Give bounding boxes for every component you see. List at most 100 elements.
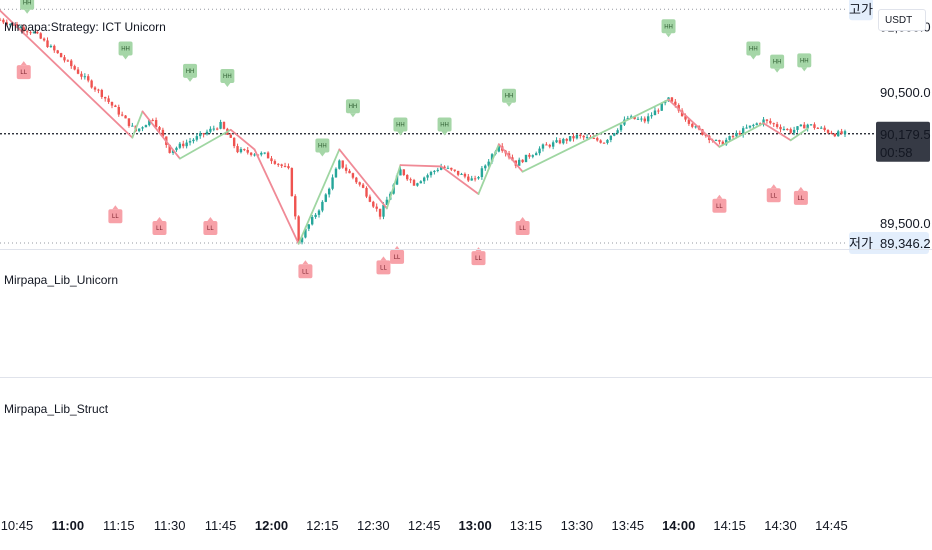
candle-body bbox=[209, 128, 212, 132]
pane-divider[interactable] bbox=[0, 377, 932, 378]
candle-body bbox=[714, 139, 718, 141]
zigzag-segment bbox=[497, 143, 524, 173]
candle-body bbox=[609, 135, 613, 140]
zigzag-segment bbox=[0, 9, 134, 139]
ll-marker-pointer bbox=[797, 186, 804, 191]
hh-marker-pointer bbox=[349, 113, 356, 118]
hh-marker: HH bbox=[183, 63, 198, 82]
candle-body bbox=[677, 105, 680, 111]
candle-body bbox=[97, 89, 100, 91]
candle-body bbox=[653, 110, 657, 116]
candle-body bbox=[484, 165, 487, 169]
ll-label: LL bbox=[519, 226, 526, 232]
candle-body bbox=[453, 169, 456, 171]
candle-body bbox=[219, 121, 222, 129]
hh-marker: HH bbox=[437, 117, 452, 136]
candle-body bbox=[782, 128, 786, 130]
hh-marker-pointer bbox=[319, 152, 326, 157]
ll-marker-box bbox=[108, 209, 123, 224]
candle-body bbox=[820, 127, 823, 129]
candle-body bbox=[120, 114, 124, 116]
struct-pane-title[interactable]: Mirpapa_Lib_Struct bbox=[4, 402, 109, 416]
candle-body bbox=[358, 182, 361, 185]
candle-body bbox=[22, 27, 25, 32]
hh-marker: HH bbox=[315, 138, 330, 157]
unicorn-pane-title[interactable]: Mirpapa_Lib_Unicorn bbox=[4, 273, 119, 287]
candle-body bbox=[460, 173, 463, 175]
ll-label: LL bbox=[207, 226, 214, 232]
main-pane-title[interactable]: Mirpapa:Strategy: ICT Unicorn bbox=[4, 20, 166, 34]
high-tag-box bbox=[849, 0, 873, 21]
candle-body bbox=[579, 134, 582, 136]
candle-body bbox=[307, 224, 311, 229]
candle-body bbox=[161, 129, 165, 137]
time-tick-label: 14:30 bbox=[764, 518, 797, 533]
candle-body bbox=[606, 139, 609, 143]
candle-body bbox=[619, 124, 623, 131]
time-tick-label: 13:15 bbox=[510, 518, 543, 533]
candle-body bbox=[687, 119, 691, 124]
low-tag: 저가 bbox=[849, 236, 873, 251]
candle-body bbox=[273, 161, 277, 164]
candle-body bbox=[599, 140, 602, 143]
candle-body bbox=[260, 152, 263, 155]
candle-body bbox=[473, 178, 477, 180]
hh-marker-pointer bbox=[122, 55, 129, 60]
candle-body bbox=[402, 169, 406, 176]
candle-body bbox=[277, 163, 280, 165]
candle-body bbox=[270, 158, 273, 162]
candle-body bbox=[263, 152, 266, 154]
candle-body bbox=[463, 173, 467, 177]
price-tick-label: 89,500.0 bbox=[880, 216, 931, 231]
candle-body bbox=[772, 123, 775, 125]
price-axis[interactable]: 91,000.090,500.089,500.0고가저가89,346.290,1… bbox=[849, 0, 931, 254]
candle-body bbox=[748, 125, 752, 128]
currency-selector[interactable]: USDT bbox=[878, 9, 926, 31]
hh-marker: HH bbox=[345, 99, 360, 118]
hh-marker-box bbox=[393, 117, 408, 132]
candle-body bbox=[36, 31, 39, 34]
ll-label: LL bbox=[716, 204, 723, 210]
zigzag-segment bbox=[178, 128, 232, 160]
candle-body bbox=[551, 142, 555, 147]
candle-body bbox=[2, 19, 5, 23]
candle-body bbox=[131, 125, 134, 127]
candle-body bbox=[368, 196, 372, 202]
candle-body bbox=[572, 136, 575, 139]
candle-body bbox=[76, 69, 80, 74]
zigzag-segment bbox=[667, 98, 721, 148]
candle-body bbox=[334, 168, 338, 178]
candle-body bbox=[487, 161, 490, 166]
hh-marker-pointer bbox=[24, 9, 31, 14]
candle-body bbox=[769, 120, 772, 124]
candle-body bbox=[575, 134, 579, 139]
candle-body bbox=[409, 179, 412, 181]
hh-label: HH bbox=[749, 47, 758, 53]
candle-body bbox=[480, 168, 484, 178]
hh-marker: HH bbox=[502, 88, 517, 107]
candle-body bbox=[375, 206, 378, 209]
candle-body bbox=[327, 188, 331, 195]
zigzag-segment bbox=[521, 98, 670, 173]
pane-divider[interactable] bbox=[0, 249, 932, 250]
hh-marker-pointer bbox=[774, 68, 781, 73]
candle-body bbox=[185, 142, 188, 147]
candle-body bbox=[762, 119, 765, 125]
candle-body bbox=[243, 149, 246, 151]
candle-body bbox=[341, 160, 344, 168]
candle-body bbox=[32, 31, 36, 34]
candle-body bbox=[63, 57, 66, 61]
candle-body bbox=[171, 150, 175, 153]
candle-body bbox=[304, 228, 307, 238]
candle-body bbox=[287, 166, 290, 169]
candle-body bbox=[66, 60, 70, 62]
zigzag-segment bbox=[297, 148, 341, 245]
hh-label: HH bbox=[505, 94, 514, 100]
ll-label: LL bbox=[394, 255, 401, 261]
candle-body bbox=[796, 126, 799, 130]
candle-body bbox=[19, 27, 22, 29]
candle-body bbox=[351, 173, 355, 178]
time-axis[interactable]: 10:45 11:00 11:15 11:30 11:45 12:00 12:15 12:30… bbox=[1, 518, 848, 533]
candle-body bbox=[833, 133, 837, 137]
